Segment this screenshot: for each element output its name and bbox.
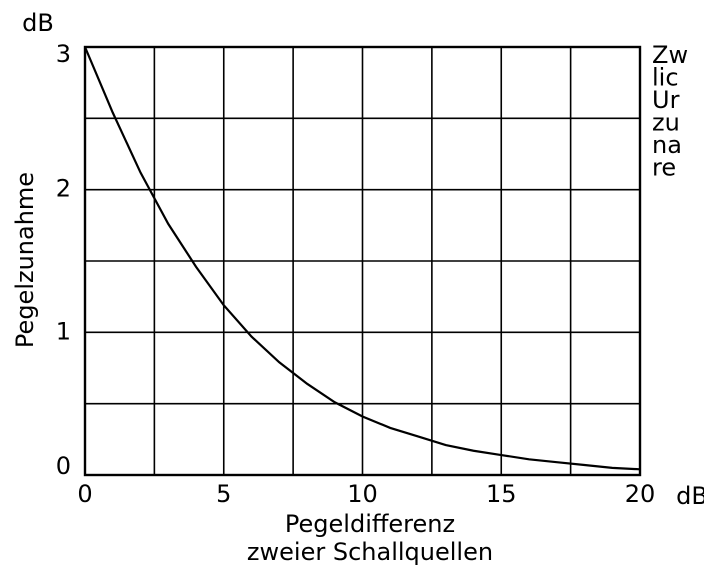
y-unit: dB <box>22 9 54 37</box>
x-tick-label: 20 <box>625 480 656 508</box>
annotation: Ur <box>652 86 680 114</box>
y-tick-label: 2 <box>56 175 71 203</box>
x-tick-label: 0 <box>77 480 92 508</box>
x-tick-label: 10 <box>347 480 378 508</box>
annotation: Zw <box>652 41 688 69</box>
x-tick-label: 15 <box>486 480 517 508</box>
y-axis-label: Pegelzunahme <box>11 172 39 348</box>
x-axis-label: zweier Schallquellen <box>247 538 493 566</box>
x-unit: dB <box>676 482 704 510</box>
x-axis-label: Pegeldifferenz <box>285 510 455 538</box>
annotation: lic <box>652 64 679 92</box>
x-tick-label: 5 <box>216 480 231 508</box>
y-tick-label: 3 <box>56 40 71 68</box>
data-line <box>83 46 641 471</box>
y-tick-label: 1 <box>56 317 71 345</box>
y-tick-label: 0 <box>56 452 71 480</box>
annotation: na <box>652 131 682 159</box>
annotation: re <box>652 154 676 182</box>
plot-frame <box>83 45 642 477</box>
annotation: zu <box>652 109 680 137</box>
